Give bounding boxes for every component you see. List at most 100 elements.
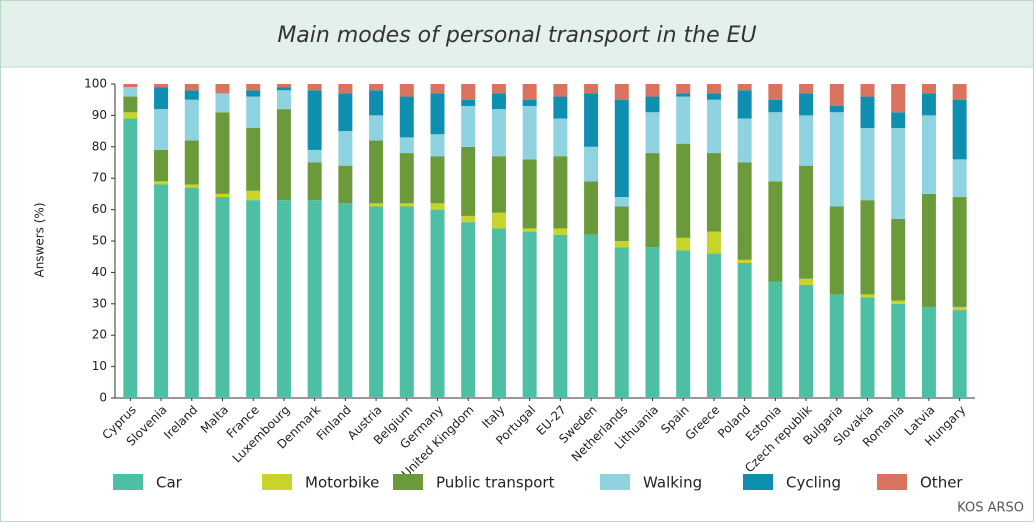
bar-segment: [645, 112, 660, 154]
bar-segment: [768, 281, 783, 398]
bar-segment: [737, 90, 752, 119]
legend-label: Public transport: [436, 474, 555, 492]
bar-segment: [246, 127, 261, 191]
y-tick-label: 20: [92, 328, 107, 342]
bar-segment: [246, 90, 261, 97]
bar-segment: [399, 203, 414, 207]
bar-segment: [553, 228, 568, 235]
bar-segment: [522, 159, 537, 229]
bar-segment: [706, 253, 721, 398]
bar-segment: [952, 99, 967, 160]
bar-segment: [215, 112, 230, 194]
chart-title: Main modes of personal transport in the …: [277, 23, 756, 48]
bar-segment: [522, 105, 537, 160]
legend-label: Motorbike: [305, 474, 379, 492]
bar-segment: [799, 278, 814, 285]
bar-segment: [706, 99, 721, 154]
bar-segment: [829, 84, 844, 106]
bar-segment: [123, 96, 138, 113]
bar-segment: [584, 84, 599, 94]
bar-segment: [399, 137, 414, 154]
bar-segment: [584, 146, 599, 182]
bar-segment: [860, 96, 875, 128]
bar-segment: [553, 84, 568, 97]
bar-segment: [461, 105, 476, 147]
bar-segment: [921, 93, 936, 116]
bar-segment: [737, 259, 752, 263]
bar-segment: [891, 300, 906, 304]
y-tick-label: 70: [92, 171, 107, 185]
bar-segment: [276, 84, 291, 88]
bar-segment: [184, 84, 199, 91]
y-tick-label: 90: [92, 108, 107, 122]
bar-segment: [154, 87, 169, 110]
bar-segment: [614, 99, 629, 198]
bar-segment: [338, 165, 353, 204]
bar-segment: [307, 162, 322, 201]
bar-segment: [737, 262, 752, 398]
bar-segment: [952, 310, 967, 398]
bar-segment: [491, 212, 506, 229]
bar-segment: [522, 84, 537, 100]
credit: KOS ARSO: [957, 501, 1024, 516]
bar-segment: [184, 90, 199, 100]
bar-segment: [737, 162, 752, 260]
bar-segment: [369, 140, 384, 204]
bar-segment: [891, 127, 906, 220]
bar-segment: [860, 294, 875, 298]
bar-segment: [553, 234, 568, 398]
bar-segment: [553, 96, 568, 119]
bar-segment: [860, 297, 875, 398]
y-tick-label: 40: [92, 265, 107, 279]
bar-segment: [829, 294, 844, 398]
bar-segment: [430, 84, 445, 94]
bar-segment: [799, 284, 814, 398]
bar-segment: [614, 241, 629, 248]
bar-segment: [614, 247, 629, 398]
bar-segment: [645, 96, 660, 113]
bar-segment: [737, 84, 752, 91]
bar-segment: [706, 93, 721, 100]
bar-segment: [584, 234, 599, 398]
legend-swatch: [600, 474, 630, 490]
bar-segment: [829, 112, 844, 207]
bar-segment: [430, 134, 445, 157]
bar-segment: [829, 105, 844, 113]
bar-segment: [461, 215, 476, 223]
bar-segment: [399, 96, 414, 138]
bar-segment: [461, 146, 476, 216]
bar-segment: [921, 115, 936, 194]
title-band: [1, 1, 1033, 67]
bar-segment: [399, 153, 414, 204]
y-tick-label: 30: [92, 296, 107, 310]
bar-segment: [154, 181, 169, 185]
bar-segment: [369, 90, 384, 116]
bar-segment: [369, 206, 384, 398]
bar-segment: [184, 187, 199, 398]
bar-segment: [307, 90, 322, 150]
legend-swatch: [393, 474, 423, 490]
bar-segment: [584, 181, 599, 235]
bar-segment: [584, 93, 599, 147]
bar-segment: [491, 228, 506, 398]
bar-segment: [645, 153, 660, 248]
bar-segment: [123, 112, 138, 119]
bar-segment: [461, 222, 476, 398]
bar-segment: [921, 193, 936, 307]
legend-swatch: [113, 474, 143, 490]
bar-segment: [706, 84, 721, 94]
legend-label: Cycling: [786, 474, 841, 492]
bar-segment: [768, 181, 783, 282]
bar-segment: [338, 203, 353, 398]
bar-segment: [184, 140, 199, 185]
bar-segment: [768, 99, 783, 113]
bar-segment: [154, 84, 169, 88]
bar-segment: [215, 193, 230, 198]
bar-segment: [123, 84, 138, 88]
bar-segment: [123, 118, 138, 398]
bar-segment: [307, 149, 322, 163]
bar-segment: [921, 306, 936, 398]
bar-segment: [491, 109, 506, 157]
bar-segment: [829, 206, 844, 295]
